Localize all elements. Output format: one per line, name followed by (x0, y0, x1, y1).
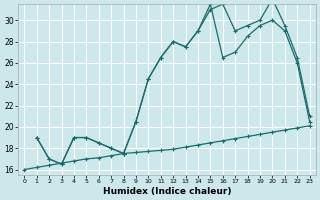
X-axis label: Humidex (Indice chaleur): Humidex (Indice chaleur) (103, 187, 231, 196)
